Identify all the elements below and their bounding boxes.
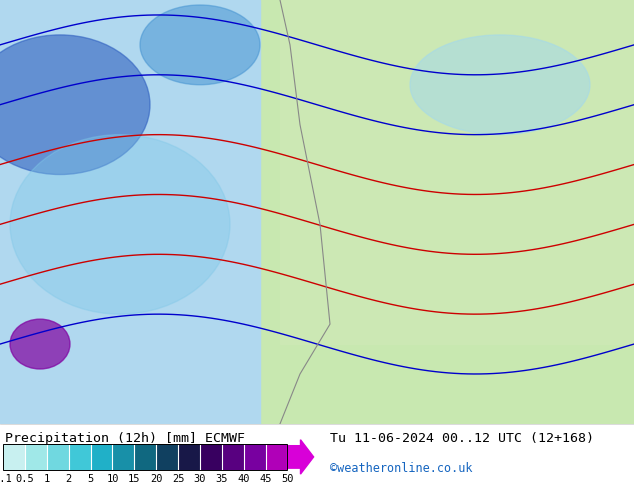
Text: 30: 30: [193, 474, 206, 484]
Text: 2: 2: [66, 474, 72, 484]
FancyArrow shape: [287, 440, 314, 474]
Ellipse shape: [10, 319, 70, 369]
Bar: [47, 444, 68, 470]
Ellipse shape: [410, 35, 590, 135]
Bar: [68, 444, 91, 470]
Text: 0.5: 0.5: [16, 474, 34, 484]
Text: 25: 25: [172, 474, 184, 484]
Text: Precipitation (12h) [mm] ECMWF: Precipitation (12h) [mm] ECMWF: [5, 432, 245, 445]
Text: 20: 20: [150, 474, 162, 484]
Bar: [280, 0, 634, 344]
FancyBboxPatch shape: [220, 0, 634, 424]
Ellipse shape: [140, 5, 260, 85]
Text: Tu 11-06-2024 00..12 UTC (12+168): Tu 11-06-2024 00..12 UTC (12+168): [330, 432, 593, 445]
Text: 15: 15: [128, 474, 141, 484]
Ellipse shape: [0, 35, 150, 174]
Bar: [0, 0, 260, 424]
Text: 50: 50: [281, 474, 294, 484]
Text: 45: 45: [259, 474, 272, 484]
Bar: [243, 444, 266, 470]
Text: 1: 1: [44, 474, 50, 484]
Text: 5: 5: [87, 474, 94, 484]
Bar: [156, 444, 178, 470]
Bar: [134, 444, 156, 470]
Bar: [266, 444, 287, 470]
Bar: [112, 444, 134, 470]
Text: 0.1: 0.1: [0, 474, 13, 484]
Bar: [178, 444, 200, 470]
Ellipse shape: [10, 135, 230, 314]
Bar: [3, 444, 25, 470]
Bar: [3, 444, 287, 470]
Bar: [200, 444, 222, 470]
Text: 35: 35: [216, 474, 228, 484]
Bar: [222, 444, 243, 470]
Text: ©weatheronline.co.uk: ©weatheronline.co.uk: [330, 463, 472, 475]
Text: 10: 10: [107, 474, 119, 484]
Bar: [91, 444, 112, 470]
Text: 40: 40: [237, 474, 250, 484]
Bar: [25, 444, 47, 470]
